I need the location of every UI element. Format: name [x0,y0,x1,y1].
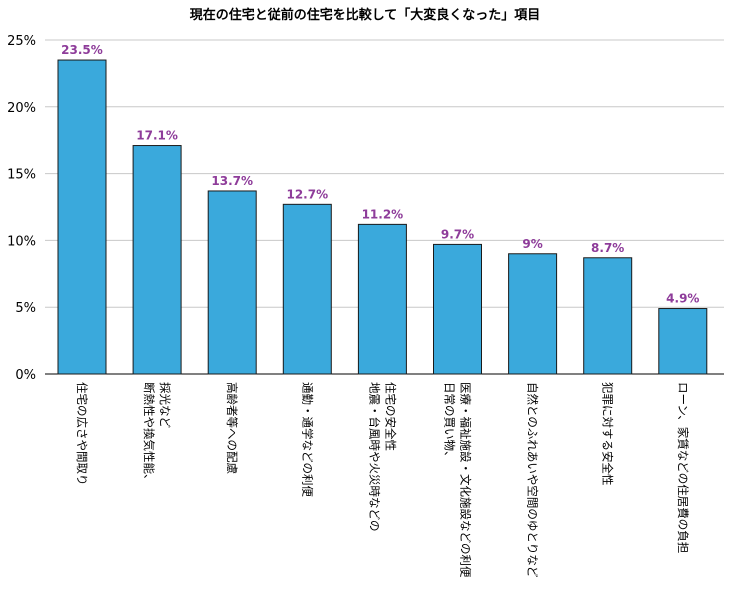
chart-title: 現在の住宅と従前の住宅を比較して「大変良くなった」項目 [189,8,541,23]
bar [433,243,482,375]
category-label: 自然とのふれあいや空間のゆとりなど [526,382,540,578]
y-tick-label: 20% [7,101,36,116]
bar [132,145,182,375]
category-label: 犯罪に対する安全性 [601,382,615,486]
category-label: 地震・台風時や火災時などの [367,382,381,532]
data-label: 9.7% [441,227,474,241]
category-label: 断熱性や換気性能、 [142,382,156,486]
y-tick-label: 0% [15,368,36,383]
category-label: 住宅の安全性 [383,382,397,451]
data-label: 11.2% [362,207,404,221]
bar [583,257,633,375]
bar [57,59,107,375]
category-label: ローン、家賃などの住居費の負担 [676,382,690,553]
y-tick-label: 25% [7,34,36,49]
y-tick-label: 5% [15,301,36,316]
category-label: 住宅の広さや間取り [75,382,89,486]
data-label: 12.7% [286,187,328,201]
data-label: 13.7% [211,174,253,188]
data-label: 23.5% [61,43,103,57]
y-tick-label: 10% [7,234,36,249]
bar [207,190,257,375]
bar [508,253,558,375]
bar [282,203,332,375]
category-label: 医療・福祉施設・文化施設などの利便 [459,382,473,578]
data-label: 9% [522,237,542,251]
data-label: 8.7% [591,241,624,255]
category-label: 日常の買い物、 [443,382,457,463]
category-label: 採光など [158,382,172,428]
bar [357,223,407,375]
y-tick-label: 15% [7,168,36,183]
category-label: 高齢者等への配慮 [225,382,239,474]
bar [658,308,708,375]
data-label: 17.1% [136,129,178,143]
data-label: 4.9% [666,292,699,306]
category-label: 通勤・通学などの利便 [300,382,314,497]
